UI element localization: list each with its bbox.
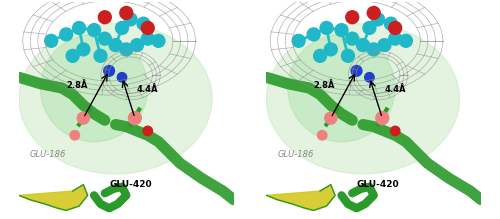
Circle shape <box>128 112 141 125</box>
Circle shape <box>109 39 122 51</box>
Ellipse shape <box>40 34 148 142</box>
Text: GLU-420: GLU-420 <box>356 180 399 189</box>
Circle shape <box>44 34 58 47</box>
Circle shape <box>314 49 326 62</box>
Circle shape <box>368 7 380 19</box>
Circle shape <box>320 21 333 34</box>
Circle shape <box>130 39 143 51</box>
Circle shape <box>116 21 128 34</box>
Circle shape <box>376 112 388 125</box>
Circle shape <box>378 39 391 51</box>
Circle shape <box>142 32 154 45</box>
Circle shape <box>118 72 126 82</box>
Text: 4.4Å: 4.4Å <box>384 85 406 94</box>
Text: 4.4Å: 4.4Å <box>137 85 158 94</box>
Circle shape <box>152 34 165 47</box>
Text: GLU-186: GLU-186 <box>30 150 66 159</box>
Circle shape <box>124 13 137 26</box>
Polygon shape <box>19 185 87 210</box>
Circle shape <box>307 28 320 41</box>
Circle shape <box>346 32 358 45</box>
Circle shape <box>346 11 358 24</box>
Circle shape <box>325 112 337 124</box>
Circle shape <box>384 17 398 30</box>
Circle shape <box>335 24 348 37</box>
Circle shape <box>142 21 154 34</box>
Circle shape <box>324 43 337 56</box>
Circle shape <box>368 43 380 56</box>
Circle shape <box>143 126 152 136</box>
Ellipse shape <box>288 34 395 142</box>
Circle shape <box>400 34 412 47</box>
Circle shape <box>364 72 374 82</box>
Circle shape <box>70 131 80 140</box>
Circle shape <box>77 43 90 56</box>
Circle shape <box>363 21 376 34</box>
Text: GLU-186: GLU-186 <box>277 150 314 159</box>
Circle shape <box>342 49 354 62</box>
Circle shape <box>372 13 384 26</box>
Ellipse shape <box>19 24 212 174</box>
Circle shape <box>120 7 132 19</box>
Circle shape <box>356 39 370 51</box>
Circle shape <box>137 17 150 30</box>
Circle shape <box>120 43 132 56</box>
Text: 2.8Å: 2.8Å <box>66 81 88 90</box>
Circle shape <box>98 11 112 24</box>
Ellipse shape <box>266 24 460 174</box>
Circle shape <box>78 112 90 124</box>
Circle shape <box>72 21 86 34</box>
Circle shape <box>88 24 101 37</box>
Text: 2.8Å: 2.8Å <box>314 81 335 90</box>
Circle shape <box>94 49 107 62</box>
Circle shape <box>60 28 72 41</box>
Circle shape <box>318 131 327 140</box>
Text: GLU-420: GLU-420 <box>109 180 152 189</box>
Circle shape <box>104 65 115 76</box>
Circle shape <box>66 49 79 62</box>
Circle shape <box>390 126 400 136</box>
Circle shape <box>292 34 305 47</box>
Circle shape <box>388 21 402 34</box>
Circle shape <box>351 65 362 76</box>
Polygon shape <box>266 185 335 210</box>
Circle shape <box>388 32 402 45</box>
Circle shape <box>98 32 112 45</box>
